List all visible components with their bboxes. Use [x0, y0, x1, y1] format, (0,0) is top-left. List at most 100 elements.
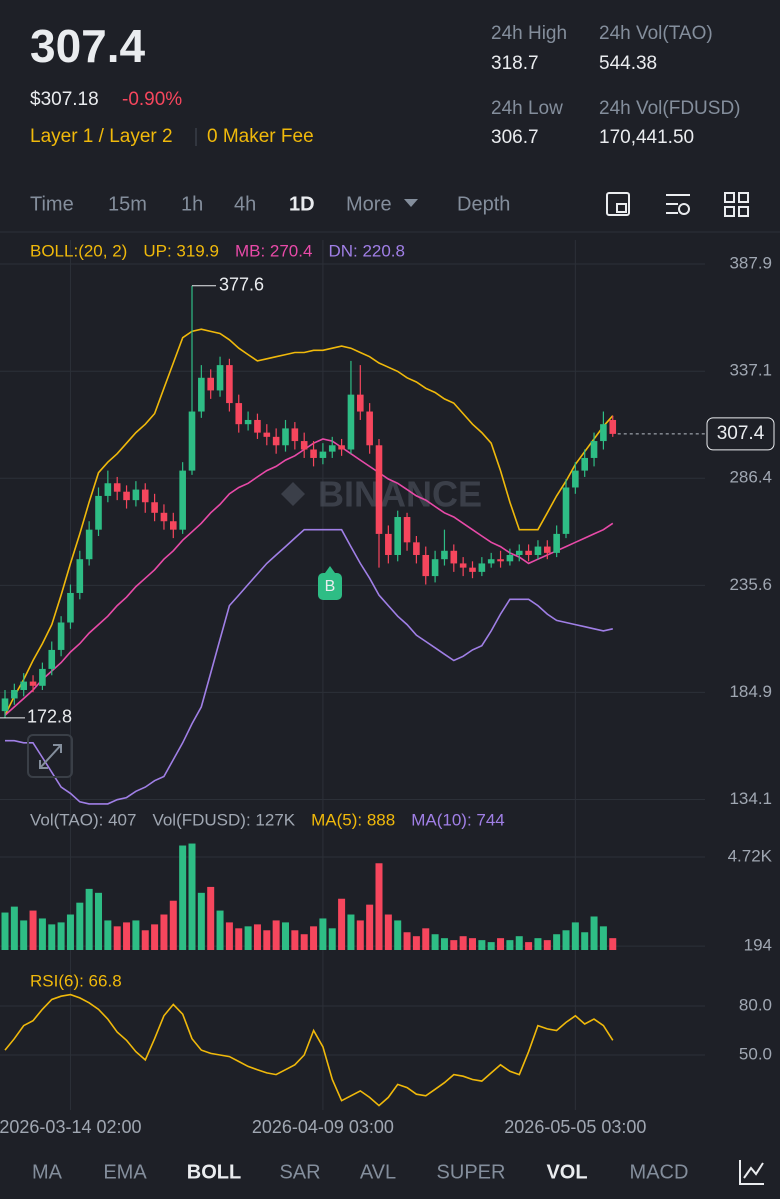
candle-body: [357, 394, 364, 412]
volume-bar: [525, 942, 533, 950]
stat-label: 24h Low: [491, 98, 563, 119]
interval-tab[interactable]: 15m: [108, 193, 147, 215]
expand-button[interactable]: [27, 734, 73, 778]
volume-bar: [431, 934, 439, 950]
candle-body: [244, 419, 252, 425]
indicator-tab[interactable]: MACD: [630, 1161, 689, 1183]
interval-tab[interactable]: 4h: [234, 193, 256, 215]
volume-bar: [10, 906, 18, 950]
x-tick-label: 2026-04-09 03:00: [252, 1117, 394, 1137]
stat-value: 170,441.50: [599, 127, 694, 148]
indicator-tab[interactable]: VOL: [546, 1161, 587, 1183]
volume-bar: [160, 914, 168, 950]
volume-bar: [76, 902, 84, 950]
marks-layer: 134.1 184.9 235.6 286.4 337.1 387.9 BOLL:(20, …: [0, 241, 775, 1137]
legend-item: BOLL:(20, 2): [30, 241, 127, 260]
indicator-tab[interactable]: MA: [32, 1161, 63, 1183]
candle-body: [179, 470, 186, 530]
rsi-line: [4, 993, 614, 1107]
y-tick-label: 184.9: [729, 682, 772, 701]
candle-body: [515, 550, 523, 555]
candle-body: [506, 554, 514, 562]
interval-tab[interactable]: 1h: [181, 193, 203, 215]
trade-marker[interactable]: B: [318, 566, 342, 600]
last-price-label: 307.4: [717, 423, 765, 444]
candle-body: [170, 521, 177, 530]
volume-bar: [113, 926, 121, 950]
volume-bar: [151, 924, 159, 950]
candle-body: [338, 445, 345, 450]
volume-bar: [48, 924, 56, 950]
legend-item: DN: 220.8: [328, 241, 405, 260]
candle-body: [600, 424, 607, 442]
legend-item: Vol(FDUSD): 127K: [152, 810, 295, 829]
candle-body: [590, 441, 598, 458]
volume-bar: [571, 922, 579, 950]
candle-body: [469, 567, 476, 572]
candle-body: [413, 542, 420, 555]
volume-bar: [300, 934, 308, 950]
candle-body: [113, 483, 121, 492]
indicator-tab[interactable]: SUPER: [437, 1161, 506, 1183]
candle-body: [366, 411, 373, 446]
dropdown-arrow: [404, 199, 418, 207]
candle-body: [385, 533, 392, 555]
volume-bar: [581, 932, 589, 950]
legend-item: MA(10): 744: [411, 810, 505, 829]
indicator-tab[interactable]: BOLL: [187, 1161, 241, 1183]
indicator-tab[interactable]: EMA: [103, 1161, 147, 1183]
volume-bar: [263, 930, 271, 950]
interval-tab[interactable]: 1D: [289, 193, 315, 215]
stat-value: 544.38: [599, 53, 657, 74]
candle-body: [1, 698, 9, 712]
volume-bar: [338, 898, 346, 950]
volume-bar: [132, 920, 140, 950]
tag[interactable]: Layer 1 / Layer 2: [30, 126, 173, 147]
volume-bar: [104, 920, 112, 950]
candle-body: [525, 550, 532, 555]
volume-bar: [459, 936, 467, 950]
indicator-tab[interactable]: AVL: [360, 1161, 396, 1183]
candle-body: [272, 436, 280, 446]
interval-tab[interactable]: Time: [30, 193, 74, 215]
candle-body: [85, 529, 93, 560]
candle-body: [160, 512, 168, 522]
volume-bar: [282, 922, 289, 950]
interval-tab[interactable]: More: [346, 193, 392, 215]
volume-bar: [497, 938, 505, 950]
candle-body: [57, 622, 65, 650]
candle-body: [450, 550, 458, 564]
stat-label: 24h Vol(FDUSD): [599, 98, 741, 119]
y-tick-label: 194: [744, 936, 772, 955]
volume-bar: [403, 932, 411, 950]
candle-body: [20, 681, 27, 691]
stat-label: 24h High: [491, 23, 567, 44]
candle-body: [188, 411, 196, 471]
last-price: 307.4: [30, 20, 146, 72]
x-tick-label: 2026-05-05 03:00: [504, 1117, 646, 1137]
volume-bar: [375, 863, 383, 950]
candle-body: [422, 554, 430, 577]
x-tick-label: 2026-03-14 02:00: [0, 1117, 142, 1137]
candle-body: [553, 533, 560, 553]
indicator-tab[interactable]: SAR: [279, 1161, 320, 1183]
toolbar-icons[interactable]: [606, 192, 749, 217]
volume-bar: [319, 918, 327, 950]
tag[interactable]: 0 Maker Fee: [207, 126, 314, 147]
candle-body: [67, 592, 74, 623]
boll-line: [5, 528, 613, 805]
y-tick-label: 4.72K: [728, 846, 773, 865]
interval-tab[interactable]: Depth: [457, 193, 510, 215]
volume-bar: [534, 938, 542, 950]
volume-bar: [590, 916, 598, 950]
volume-bar: [244, 926, 252, 950]
y-tick-label: 235.6: [729, 575, 772, 594]
volume-bar: [328, 928, 336, 950]
volume-bar: [66, 914, 74, 950]
max-label: 377.6: [219, 275, 264, 295]
candle-body: [11, 690, 18, 699]
volume-bar: [366, 904, 374, 950]
last-price-tag: [706, 417, 775, 451]
indicator-settings[interactable]: [739, 1160, 764, 1185]
